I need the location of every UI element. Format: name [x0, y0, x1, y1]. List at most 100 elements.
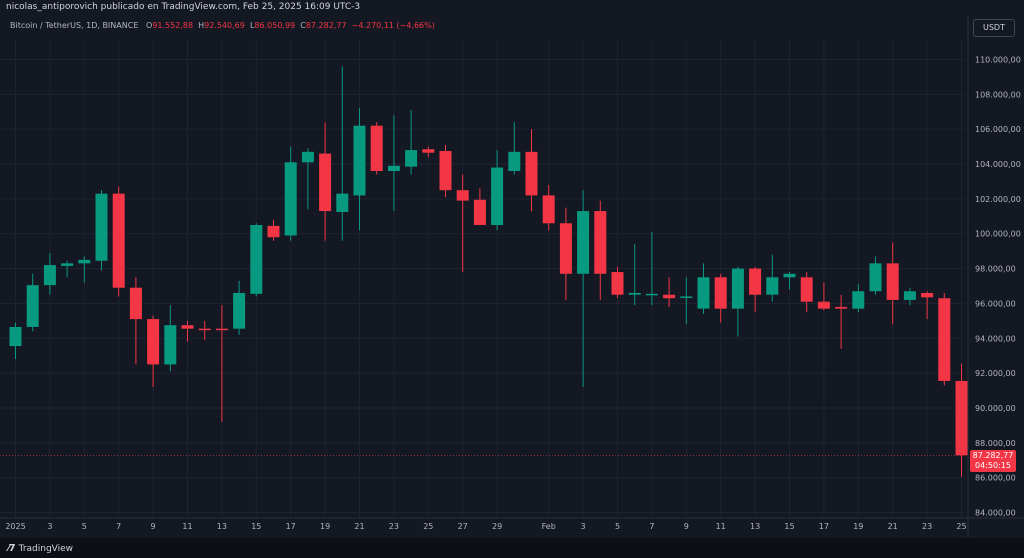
candle-body-up[interactable]	[284, 162, 297, 236]
y-tick-label: 104.000,00	[975, 160, 1021, 169]
symbol-label[interactable]: Bitcoin / TetherUS, 1D, BINANCE	[10, 21, 139, 30]
candle-body-up[interactable]	[508, 151, 521, 172]
candle-body-up[interactable]	[577, 211, 590, 274]
chart-legend: Bitcoin / TetherUS, 1D, BINANCE O91.552,…	[10, 21, 435, 30]
candle-body-up[interactable]	[95, 193, 108, 261]
y-tick-label: 90.000,00	[975, 404, 1016, 413]
candle-body-up[interactable]	[783, 273, 796, 278]
tradingview-logo-icon: ⁄7	[8, 543, 16, 554]
candle-body-up[interactable]	[852, 291, 865, 309]
x-tick-label: Feb	[542, 522, 556, 531]
y-tick-label: 100.000,00	[975, 230, 1021, 239]
candle-body-down[interactable]	[921, 292, 934, 298]
tradingview-logo[interactable]: ⁄7 TradingView	[8, 543, 73, 554]
candle-body-down[interactable]	[112, 193, 125, 288]
candle-body-up[interactable]	[903, 291, 916, 300]
candle-body-down[interactable]	[559, 223, 572, 274]
candle-body-down[interactable]	[319, 153, 332, 212]
x-tick-label: 9	[151, 522, 156, 531]
candle-body-down[interactable]	[422, 149, 435, 153]
candle-body-down[interactable]	[938, 298, 951, 381]
x-tick-label: 5	[82, 522, 87, 531]
candle-body-up[interactable]	[628, 292, 641, 295]
y-tick-label: 86.000,00	[975, 474, 1016, 483]
bar-countdown: 04:50:15	[975, 461, 1011, 471]
candle-body-down[interactable]	[181, 325, 194, 329]
x-tick-label: 11	[716, 522, 726, 531]
change-value: −4.270,11 (−4,66%)	[351, 21, 435, 30]
candle-body-down[interactable]	[456, 190, 469, 201]
candle-body-up[interactable]	[9, 326, 22, 347]
candle-body-down[interactable]	[663, 294, 676, 299]
candle-body-up[interactable]	[353, 125, 366, 196]
candle-body-up[interactable]	[301, 151, 314, 163]
x-tick-label: 2025	[5, 522, 25, 531]
candle-body-up[interactable]	[26, 285, 39, 327]
x-tick-label: 15	[784, 522, 794, 531]
candle-body-down[interactable]	[817, 301, 830, 309]
x-tick-label: 17	[286, 522, 296, 531]
y-tick-label: 98.000,00	[975, 265, 1016, 274]
x-tick-label: 19	[853, 522, 863, 531]
candle-body-down[interactable]	[749, 268, 762, 295]
y-tick-label: 92.000,00	[975, 369, 1016, 378]
candle-body-down[interactable]	[525, 151, 538, 196]
candle-body-down[interactable]	[800, 277, 813, 302]
candle-body-up[interactable]	[250, 225, 263, 294]
candle-body-down[interactable]	[714, 277, 727, 309]
y-tick-label: 108.000,00	[975, 90, 1021, 99]
candle-body-up[interactable]	[491, 167, 504, 226]
y-tick-label: 102.000,00	[975, 195, 1021, 204]
candle-body-up[interactable]	[336, 193, 349, 212]
candle-body-down[interactable]	[473, 199, 486, 226]
x-tick-label: 11	[182, 522, 192, 531]
candle-body-down[interactable]	[439, 150, 452, 191]
close-label: C	[300, 21, 306, 30]
candle-body-up[interactable]	[387, 165, 400, 172]
candle-body-down[interactable]	[955, 380, 968, 456]
close-value: 87.282,77	[305, 21, 347, 30]
x-tick-label: 7	[649, 522, 654, 531]
candle-body-down[interactable]	[542, 195, 555, 224]
candle-body-down[interactable]	[198, 328, 211, 331]
candle-body-down[interactable]	[886, 263, 899, 300]
x-tick-label: 27	[458, 522, 468, 531]
open-value: 91.552,88	[152, 21, 194, 30]
candle-body-up[interactable]	[697, 277, 710, 309]
candle-body-up[interactable]	[43, 265, 56, 286]
open-label: O	[146, 21, 153, 30]
low-label: L	[249, 21, 255, 30]
candle-body-up[interactable]	[61, 263, 74, 266]
candle-body-up[interactable]	[680, 296, 693, 298]
candle-body-down[interactable]	[370, 125, 383, 172]
y-tick-label: 94.000,00	[975, 334, 1016, 343]
candle-body-up[interactable]	[731, 268, 744, 309]
candle-body-down[interactable]	[611, 272, 624, 295]
candle-body-down[interactable]	[215, 328, 228, 331]
low-value: 86.050,99	[254, 21, 296, 30]
x-tick-label: 17	[819, 522, 829, 531]
y-tick-label: 110.000,00	[975, 56, 1021, 65]
candle-body-down[interactable]	[267, 225, 280, 238]
candle-body-down[interactable]	[835, 306, 848, 309]
candle-body-up[interactable]	[78, 259, 91, 264]
candle-body-up[interactable]	[164, 325, 177, 365]
x-tick-label: 3	[47, 522, 52, 531]
candle-body-up[interactable]	[645, 293, 658, 296]
last-price-value: 87.282,77	[972, 451, 1014, 461]
footer-bar: ⁄7 TradingView	[0, 538, 1024, 558]
candle-body-down[interactable]	[129, 287, 142, 320]
candle-body-up[interactable]	[233, 292, 246, 329]
last-price-tag: 87.282,77 04:50:15	[970, 450, 1016, 473]
currency-button[interactable]: USDT	[973, 19, 1015, 37]
candlestick-chart[interactable]: 84.000,00 86.000,00 88.000,00 90.000,00 92.0…	[0, 0, 1024, 538]
candle-body-up[interactable]	[766, 277, 779, 295]
candle-body-down[interactable]	[594, 211, 607, 274]
x-tick-label: 13	[217, 522, 227, 531]
candle-body-down[interactable]	[147, 319, 160, 365]
y-tick-label: 106.000,00	[975, 125, 1021, 134]
y-tick-label: 88.000,00	[975, 439, 1016, 448]
x-tick-label: 5	[615, 522, 620, 531]
candle-body-up[interactable]	[405, 150, 418, 167]
candle-body-up[interactable]	[869, 263, 882, 292]
